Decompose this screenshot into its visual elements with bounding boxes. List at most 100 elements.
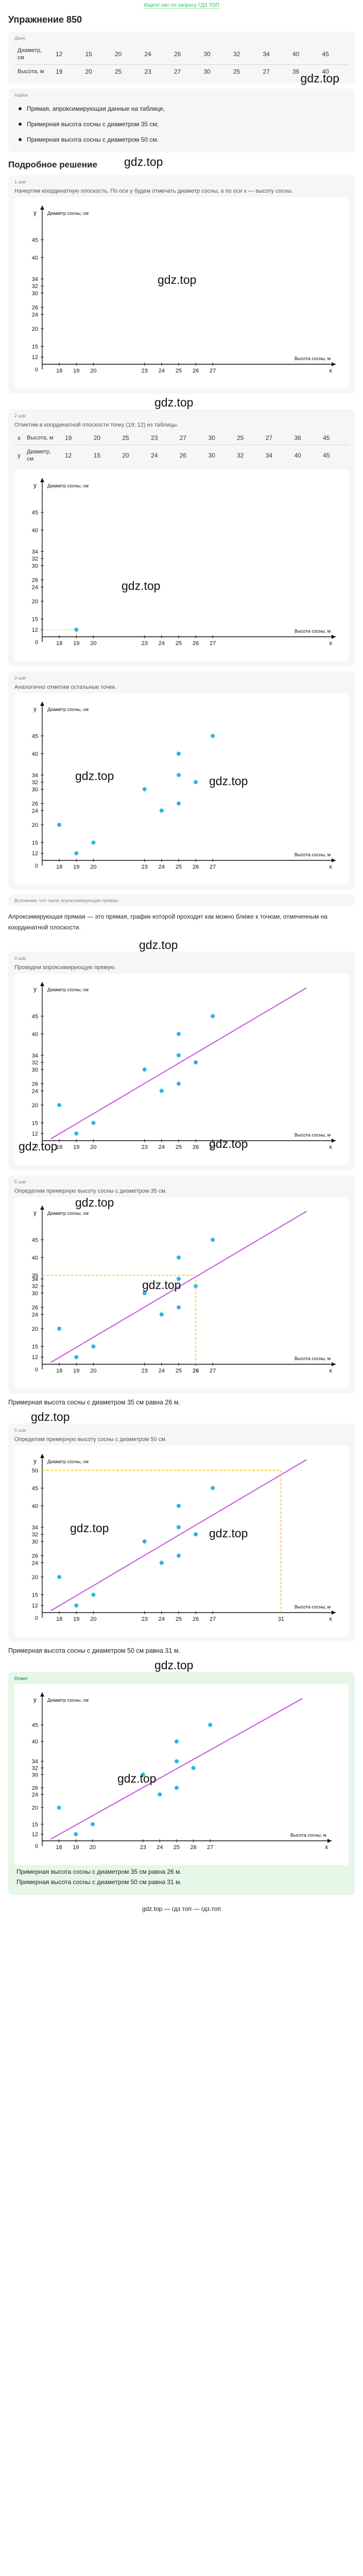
step-text: Начертим координатную плоскость. По оси … bbox=[14, 188, 293, 194]
data-point bbox=[177, 1305, 181, 1310]
y-tick-label: 12 bbox=[32, 354, 38, 361]
coordinate-plane-step3: 0 x y Диаметр сосны, см Высота сосны, м 18 19 2… bbox=[32, 702, 336, 870]
step-text: Аналогично отметим остальные точки. bbox=[14, 684, 116, 690]
step-label: 6 шаг bbox=[14, 1428, 27, 1433]
s2-row1-cell: 45 bbox=[320, 431, 349, 445]
y-tick-label: 30 bbox=[32, 1291, 38, 1297]
y-tick-label: 26 bbox=[32, 1553, 38, 1560]
y-tick-label: 26 bbox=[32, 305, 38, 311]
s2-row1-cell: 20 bbox=[90, 431, 119, 445]
x-tick-label: 26 bbox=[191, 1844, 197, 1851]
x-tick-label: 19 bbox=[73, 1616, 79, 1622]
s2-row2-head: Диаметр, см bbox=[27, 449, 51, 462]
x-tick-label: 23 bbox=[142, 368, 148, 374]
y-tick-label: 34 bbox=[32, 1759, 38, 1765]
x-tick-label: 19 bbox=[73, 640, 79, 647]
y-tick-label: 15 bbox=[32, 1344, 38, 1350]
data-point bbox=[175, 1786, 179, 1790]
s2-row1-cell: 30 bbox=[205, 431, 234, 445]
data-point bbox=[141, 1772, 145, 1777]
x-tick-label: 26 bbox=[193, 1144, 199, 1150]
x-tick-label: 24 bbox=[159, 864, 165, 870]
x-tick-label: 18 bbox=[56, 1844, 62, 1851]
x-tick-label: 18 bbox=[56, 368, 62, 374]
s2-row2-cell: 24 bbox=[151, 452, 158, 459]
y-tick-label: 15 bbox=[32, 1120, 38, 1126]
s2-row1-cell: 25 bbox=[234, 431, 263, 445]
data-point bbox=[90, 1822, 95, 1826]
y-tick-label: 30 bbox=[32, 1067, 38, 1073]
x-tick-label: 23 bbox=[142, 640, 148, 647]
find-card: Найти Прямая, апроксимирующая данные на … bbox=[8, 89, 355, 168]
recall-card: Вспомним, что такое апроксимирующая прям… bbox=[8, 895, 355, 906]
data-point bbox=[208, 1723, 213, 1727]
x-tick-label: 27 bbox=[210, 1144, 216, 1150]
y-tick-label: 40 bbox=[32, 1739, 38, 1745]
x-arrow-icon bbox=[327, 1839, 332, 1843]
given-row2-cell: 40 bbox=[322, 68, 329, 75]
top-link[interactable]: Ищите нас по запросу ГДЗ ТОП bbox=[144, 3, 219, 9]
data-point bbox=[177, 751, 181, 756]
y-tick-label: 20 bbox=[32, 1805, 38, 1811]
s2-row1-cell: 27 bbox=[262, 431, 291, 445]
origin-label: 0 bbox=[35, 639, 38, 646]
y-axis-title: Диаметр сосны, см bbox=[47, 1211, 89, 1216]
y-arrow-icon bbox=[40, 1206, 44, 1210]
y-tick-label: 20 bbox=[32, 1574, 38, 1581]
watermark: gdz.top bbox=[154, 396, 194, 409]
s2-row2-cell: 15 bbox=[93, 452, 101, 459]
answer-50-text: Примерная высота сосны с диаметром 50 см… bbox=[8, 1647, 180, 1654]
y-tick-label: 12 bbox=[32, 1603, 38, 1609]
step-5-card: 5 шаг Определим примерную высоту сосны с… bbox=[8, 1175, 355, 1394]
x-tick-label: 26 bbox=[193, 864, 199, 870]
x-tick-label: 25 bbox=[174, 1844, 180, 1851]
x-axis-title: Высота сосны, м bbox=[295, 629, 331, 634]
data-point bbox=[159, 808, 164, 813]
watermark: gdz.top bbox=[139, 938, 178, 952]
x-tick-label: 27 bbox=[207, 1844, 213, 1851]
data-point bbox=[142, 787, 147, 791]
y-arrow-icon bbox=[40, 1692, 44, 1697]
step-label: 5 шаг bbox=[14, 1179, 27, 1184]
x-tick-label: 25 bbox=[176, 864, 182, 870]
given-row2-cell: 27 bbox=[174, 68, 181, 75]
y-tick-label: 30 bbox=[32, 787, 38, 793]
data-point bbox=[74, 1131, 79, 1136]
x-tick-label: 26 bbox=[193, 1616, 199, 1622]
x-axis-name: x bbox=[325, 1843, 328, 1851]
x-tick-label: 18 bbox=[56, 1144, 62, 1150]
answer-50-final: Примерная высота сосны с диаметром 50 см… bbox=[16, 1878, 182, 1886]
data-point bbox=[194, 780, 198, 785]
data-point bbox=[177, 1553, 181, 1558]
coordinate-plane-step6: 0 x y Диаметр сосны, см Высота сосны, м 18 19 2… bbox=[32, 1454, 336, 1622]
x-tick-label: 27 bbox=[210, 864, 216, 870]
data-point bbox=[175, 1739, 179, 1744]
watermark: gdz.top bbox=[31, 1410, 70, 1423]
y-tick-label: 24 bbox=[32, 1312, 38, 1318]
y-tick-label: 32 bbox=[32, 1060, 38, 1066]
x-arrow-icon bbox=[332, 858, 336, 862]
y-tick-label: 45 bbox=[32, 1485, 38, 1492]
given-row1-cell: 20 bbox=[112, 44, 142, 65]
origin-label: 0 bbox=[35, 1843, 38, 1850]
data-point bbox=[158, 1792, 162, 1797]
x-tick-label: 20 bbox=[90, 1616, 96, 1622]
data-point bbox=[74, 851, 79, 856]
y-arrow-icon bbox=[40, 982, 44, 986]
y-tick-label: 15 bbox=[32, 1822, 38, 1828]
y-tick-label: 45 bbox=[32, 733, 38, 739]
x-tick-label: 24 bbox=[159, 640, 165, 647]
data-point bbox=[57, 1326, 62, 1331]
x-tick-label: 20 bbox=[90, 864, 96, 870]
y-axis-name: y bbox=[33, 1696, 37, 1703]
approximating-line bbox=[50, 1459, 307, 1612]
x-tick-label: 20 bbox=[90, 1368, 96, 1374]
x-tick-label: 25 bbox=[176, 1616, 182, 1622]
data-point bbox=[177, 801, 181, 806]
x-tick-label: 25 bbox=[176, 640, 182, 647]
bullet-icon bbox=[19, 107, 22, 110]
data-point bbox=[177, 1503, 181, 1508]
data-point bbox=[159, 1089, 164, 1093]
top-link-bar: Ищите нас по запросу ГДЗ ТОП bbox=[0, 0, 363, 11]
x-tick-label: 24 bbox=[159, 1368, 165, 1374]
